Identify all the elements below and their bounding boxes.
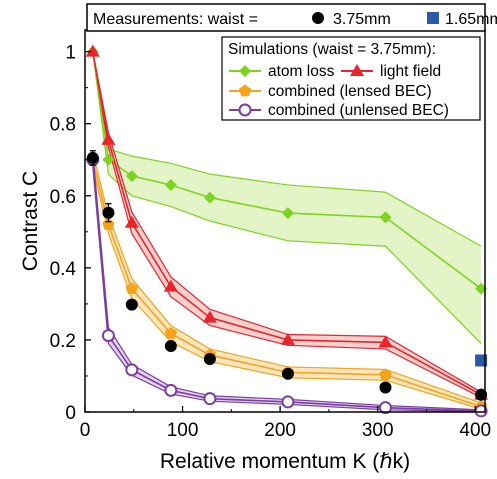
light-field-point <box>280 332 295 345</box>
3-75mm-point <box>281 367 294 380</box>
y-tick-label: 1 <box>65 43 76 64</box>
1-65mm-point <box>475 354 488 367</box>
measurement-3-75mm-legend-label: 3.75mm <box>333 11 391 28</box>
atom-loss-point <box>379 211 392 224</box>
light-field-point <box>85 44 100 57</box>
x-tick-label: 0 <box>80 420 91 441</box>
atom-loss-band-lower <box>92 51 482 344</box>
atom-loss-band <box>92 51 482 344</box>
combined-lensed-bec-point <box>164 326 178 339</box>
combined-lensed-bec-line <box>92 159 482 408</box>
measurement-1-65mm-legend-marker <box>427 12 439 24</box>
axes: 0 100 200 300 400 0 0.2 0.4 0.6 0.8 1 Relative mome… <box>19 29 491 473</box>
simulations-legend: Simulations (waist = 3.75mm): atom loss … <box>221 36 481 121</box>
x-tick-label: 300 <box>362 420 394 441</box>
3-75mm-point <box>102 206 115 219</box>
simulations-legend-title: Simulations (waist = 3.75mm): <box>228 41 436 58</box>
light-field-point <box>163 279 178 292</box>
series-markers <box>85 44 489 418</box>
unlensed-legend-marker <box>238 103 252 117</box>
3-75mm-point <box>203 353 216 366</box>
combined-unlensed-bec-point <box>101 329 115 343</box>
3-75mm-point <box>164 340 177 353</box>
x-tick-label: 100 <box>167 420 199 441</box>
combined-unlensed-bec-point <box>203 392 217 406</box>
light-field-point <box>202 310 217 323</box>
3-75mm-point <box>125 298 138 311</box>
measurement-1-65mm-legend-label: 1.65mm <box>445 11 497 28</box>
3-75mm-point <box>86 151 99 164</box>
combined-lensed-bec-point <box>379 368 392 381</box>
y-tick-label: 0.8 <box>50 115 76 136</box>
3-75mm-point <box>379 381 392 394</box>
light-field-band-upper <box>92 51 482 393</box>
atom-loss-legend-marker <box>239 65 251 77</box>
x-axis-title: Relative momentum K (ℏk) <box>160 450 410 473</box>
combined-unlensed-bec-point <box>378 401 392 415</box>
light-field-legend-marker <box>350 64 364 76</box>
confidence-bands <box>92 51 482 412</box>
atom-loss-point <box>281 207 294 220</box>
atom-loss-band-upper <box>92 51 482 247</box>
atom-loss-point <box>102 153 115 166</box>
light-field-line <box>92 51 482 396</box>
combined-unlensed-bec-point <box>125 363 139 377</box>
atom-loss-point <box>475 282 488 295</box>
atom-loss-legend-label: atom loss <box>268 63 335 80</box>
y-tick-label: 0.4 <box>50 259 77 280</box>
y-tick-label: 0 <box>65 403 76 424</box>
atom-loss-point <box>164 178 177 191</box>
combined-unlensed-bec-point <box>281 395 295 409</box>
combined-lensed-bec-point <box>125 282 139 295</box>
unlensed-legend-label: combined (unlensed BEC) <box>268 102 449 119</box>
measurement-3-75mm-legend-marker <box>312 12 324 24</box>
x-tick-label: 400 <box>459 420 491 441</box>
measurements-legend: Measurements: waist = 3.75mm 1.65mm <box>86 3 497 32</box>
y-tick-label: 0.2 <box>50 331 76 352</box>
light-field-point <box>101 132 116 145</box>
combined-lensed-bec-point <box>102 218 115 230</box>
combined-unlensed-bec-band-lower <box>92 166 482 412</box>
combined-unlensed-bec-line <box>92 159 482 412</box>
x-tick-label: 200 <box>264 420 296 441</box>
y-axis-title: Contrast C <box>19 171 42 271</box>
combined-unlensed-bec-point <box>164 383 178 397</box>
3-75mm-point <box>475 388 488 401</box>
atom-loss-point <box>125 169 138 182</box>
measurements-label: Measurements: waist = <box>93 11 258 28</box>
combined-lensed-bec-band-lower <box>92 166 482 410</box>
y-tick-label: 0.6 <box>50 187 76 208</box>
combined-lensed-bec-band <box>92 152 482 410</box>
light-field-point <box>378 335 393 348</box>
light-field-legend-label: light field <box>380 63 441 80</box>
lensed-legend-label: combined (lensed BEC) <box>268 83 432 100</box>
lensed-legend-marker <box>238 84 252 97</box>
atom-loss-point <box>203 191 216 204</box>
light-field-point <box>124 215 139 228</box>
